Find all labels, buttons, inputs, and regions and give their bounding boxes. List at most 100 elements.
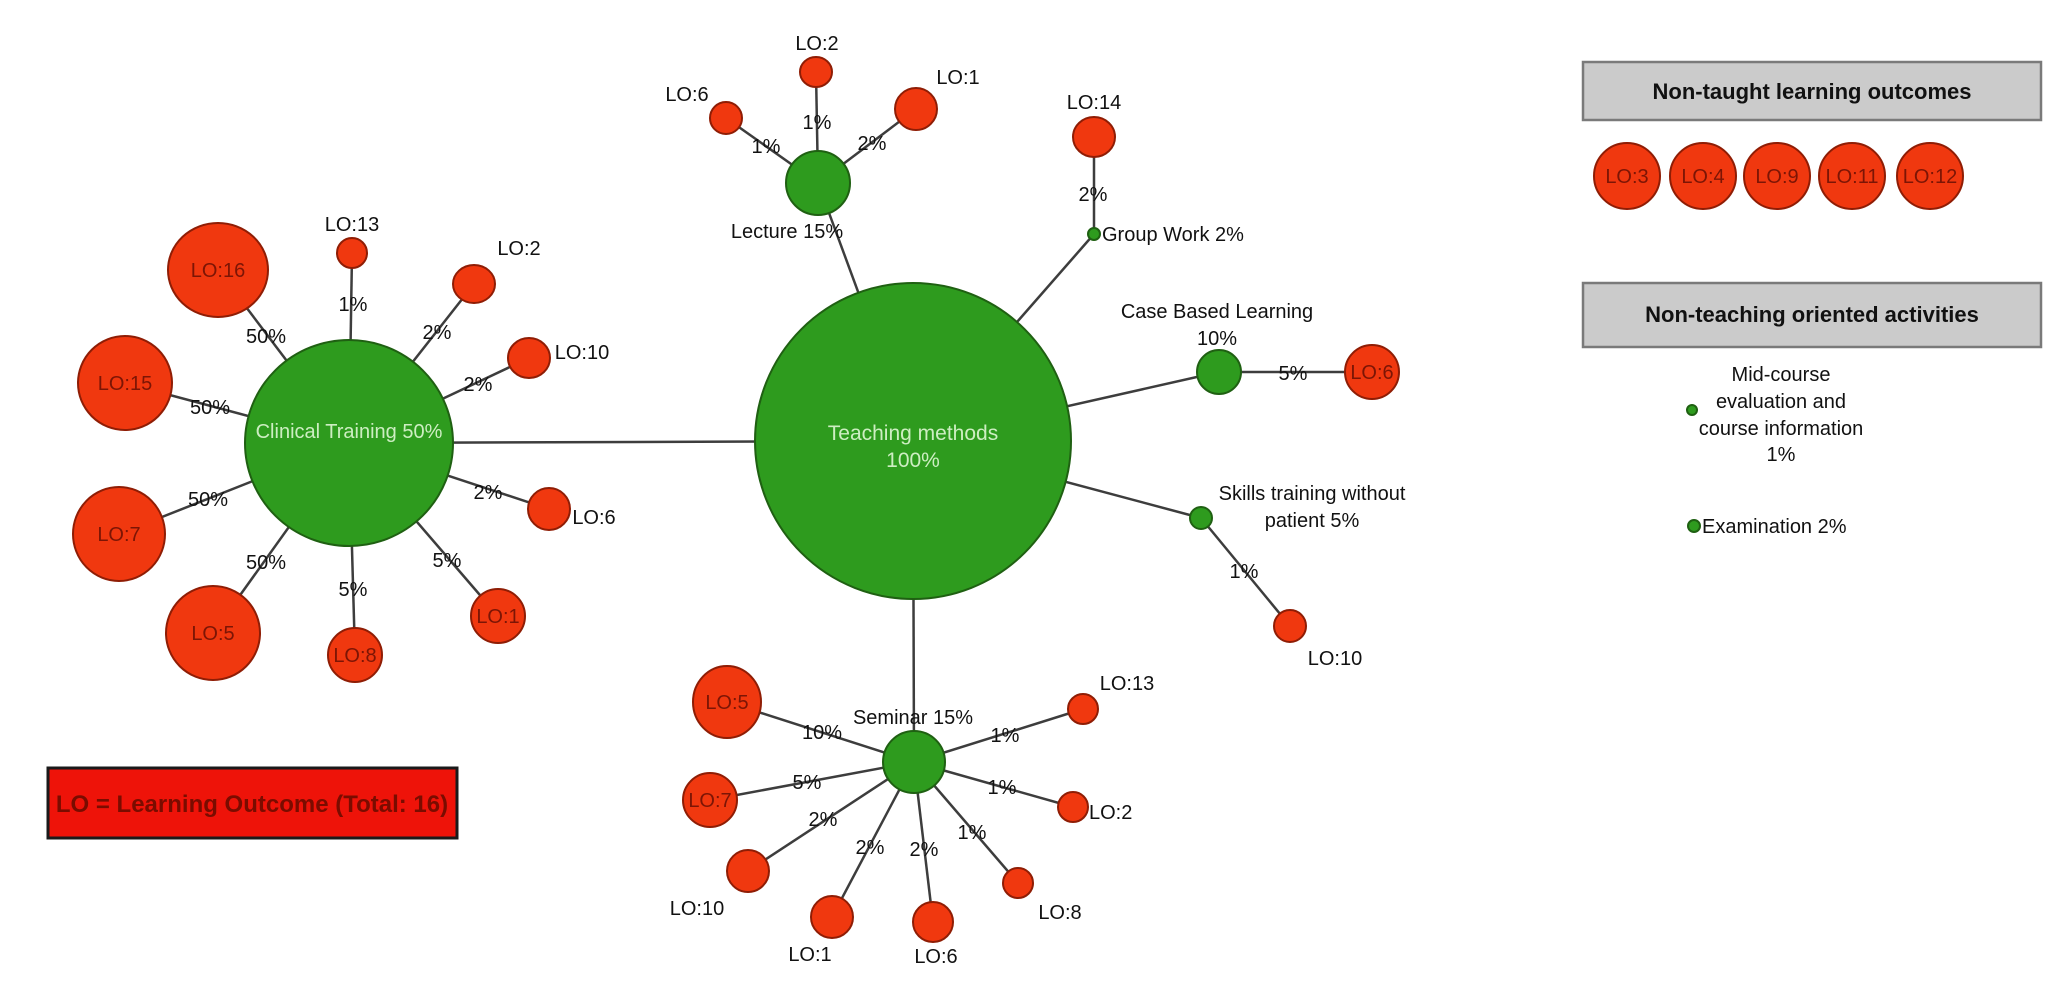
panel-title-non-taught: Non-taught learning outcomes (1653, 79, 1972, 104)
label-midcourse-line3: course information (1699, 418, 1864, 440)
label-examination: Examination 2% (1702, 516, 1847, 538)
label-lo5-seminar: LO:5 (705, 692, 748, 714)
label-lo9-legend: LO:9 (1755, 166, 1798, 188)
node-lo7-seminar (682, 772, 738, 828)
label-lo4-legend: LO:4 (1681, 166, 1724, 188)
percent-clinical-lo16: 50% (246, 326, 286, 348)
node-lo1-seminar (810, 895, 854, 939)
node-case-based-learning (1196, 349, 1242, 395)
percent-clinical-lo8: 5% (339, 579, 368, 601)
label-lo11-legend: LO:11 (1826, 166, 1879, 188)
label-lo7-seminar: LO:7 (688, 790, 731, 812)
label-midcourse-line1: Mid-course (1732, 364, 1831, 386)
panel-non-taught (1581, 60, 2043, 122)
node-lo12-legend (1896, 142, 1964, 210)
label-lo2-seminar: LO:2 (1089, 802, 1132, 824)
node-lo6-seminar (912, 901, 954, 943)
label-lo1-clinical: LO:1 (476, 606, 519, 628)
node-lo13-seminar (1067, 693, 1099, 725)
percent-seminar-lo10: 2% (809, 809, 838, 831)
note-lo-legend-text: LO = Learning Outcome (Total: 16) (56, 791, 448, 818)
label-lo13-clinical: LO:13 (325, 214, 379, 236)
edge-seminar-lo7 (709, 760, 915, 802)
node-lo3-legend (1593, 142, 1661, 210)
node-lo6-cbl (1344, 344, 1400, 400)
node-lo2-seminar (1057, 791, 1089, 823)
percent-skills-lo10: 1% (1230, 561, 1259, 583)
node-lo2-clinical (452, 264, 496, 304)
label-skills-line2: patient 5% (1265, 510, 1360, 532)
node-lo7-clinical (72, 486, 166, 582)
node-skills-training-dot (1189, 506, 1213, 530)
percent-clinical-lo5: 50% (246, 552, 286, 574)
label-lo6-lecture: LO:6 (665, 84, 708, 106)
edge-skills-lo10 (1200, 517, 1291, 627)
label-lo10-seminar: LO:10 (670, 898, 724, 920)
percent-groupwork-lo14: 2% (1079, 184, 1108, 206)
node-examination-dot (1687, 519, 1701, 533)
node-lo10-seminar (726, 849, 770, 893)
percent-lecture-lo1: 2% (858, 133, 887, 155)
percent-clinical-lo10: 2% (464, 374, 493, 396)
note-lo-legend (46, 766, 459, 840)
node-lo5-seminar (692, 665, 762, 739)
node-seminar (882, 730, 946, 794)
percent-seminar-lo5: 10% (802, 722, 842, 744)
node-lo8-seminar (1002, 867, 1034, 899)
percent-clinical-lo6: 2% (474, 482, 503, 504)
label-lo15: LO:15 (98, 373, 152, 395)
percent-clinical-lo7: 50% (188, 489, 228, 511)
node-lo6-clinical (527, 487, 571, 531)
label-clinical-training: Clinical Training 50% (256, 421, 443, 443)
percent-lecture-lo6: 1% (752, 136, 781, 158)
node-lo16-clinical (167, 222, 269, 318)
node-lo10-skills (1273, 609, 1307, 643)
percent-clinical-lo15: 50% (190, 397, 230, 419)
panel-title-non-teaching: Non-teaching oriented activities (1645, 302, 1979, 327)
label-lo2-lecture: LO:2 (795, 33, 838, 55)
node-lo14-groupwork (1072, 116, 1116, 158)
label-skills-line1: Skills training without (1219, 483, 1406, 505)
percent-cbl-lo6: 5% (1279, 363, 1308, 385)
label-lecture: Lecture 15% (731, 221, 844, 243)
node-lo10-clinical (507, 337, 551, 379)
node-lo6-lecture (709, 101, 743, 135)
label-lo12-legend: LO:12 (1903, 166, 1957, 188)
label-teaching-percent: 100% (886, 449, 940, 472)
node-lo13-clinical (336, 237, 368, 269)
percent-clinical-lo2: 2% (423, 322, 452, 344)
label-lo5-clinical: LO:5 (191, 623, 234, 645)
label-midcourse-line2: evaluation and (1716, 391, 1846, 413)
label-lo16: LO:16 (191, 260, 245, 282)
percent-clinical-lo13: 1% (339, 294, 368, 316)
label-teaching-methods: Teaching methods (828, 422, 998, 445)
label-seminar: Seminar 15% (853, 707, 973, 729)
label-lo6-clinical: LO:6 (572, 507, 615, 529)
label-midcourse-line4: 1% (1767, 444, 1796, 466)
label-lo7-clinical: LO:7 (97, 524, 140, 546)
label-lo1-seminar: LO:1 (788, 944, 831, 966)
node-lo8-clinical (327, 627, 383, 683)
label-lo14: LO:14 (1067, 92, 1121, 114)
node-lo4-legend (1669, 142, 1737, 210)
label-lo3-legend: LO:3 (1605, 166, 1648, 188)
percent-clinical-lo1: 5% (433, 550, 462, 572)
node-lo15-clinical (77, 335, 173, 431)
node-lo1-lecture (894, 87, 938, 131)
percent-seminar-lo1: 2% (856, 837, 885, 859)
node-teaching-methods (754, 282, 1072, 600)
node-lecture (785, 150, 851, 216)
node-lo5-clinical (165, 585, 261, 681)
node-group-work-dot (1087, 227, 1101, 241)
percent-seminar-lo6: 2% (910, 839, 939, 861)
node-clinical-training (244, 339, 454, 547)
edge-seminar-lo10 (747, 760, 915, 873)
label-lo10-clinical: LO:10 (555, 342, 609, 364)
label-lo2-clinical: LO:2 (497, 238, 540, 260)
label-lo1-lecture: LO:1 (936, 67, 979, 89)
label-cbl-line1: Case Based Learning (1121, 301, 1313, 323)
percent-seminar-lo7: 5% (793, 772, 822, 794)
panel-non-teaching (1581, 281, 2043, 349)
